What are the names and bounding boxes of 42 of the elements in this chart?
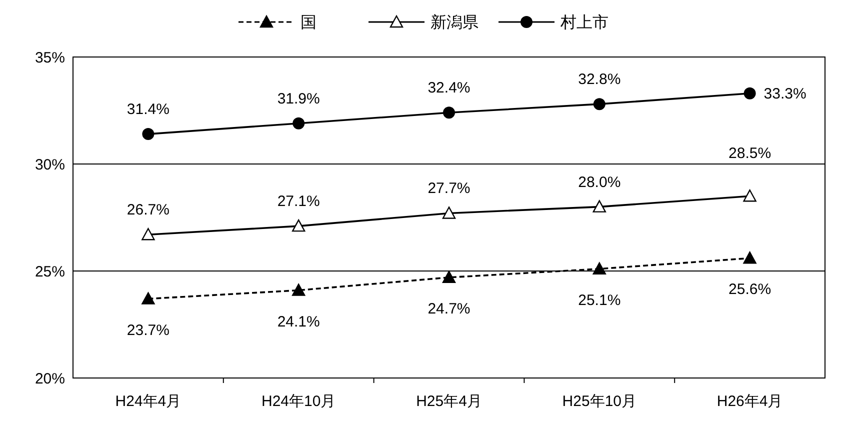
point [142,292,155,304]
data-label: 27.7% [428,180,470,198]
data-label: 28.0% [578,174,621,191]
data-label: 24.7% [428,300,470,318]
legend-label: 村上市 [560,14,608,32]
x-tick-label: H25年4月 [416,393,482,410]
point [443,106,455,119]
y-tick-label: 20% [34,370,65,388]
x-tick-label: H25年10月 [562,393,636,410]
data-label: 33.3% [764,86,806,103]
point [292,117,305,130]
legend-label: 新潟県 [430,14,478,32]
point [592,200,606,212]
data-label: 27.1% [277,193,320,210]
data-label: 31.4% [126,101,170,118]
data-label: 26.7% [126,202,170,219]
point [442,270,456,284]
point [292,219,306,232]
point [744,87,756,100]
point [142,228,155,240]
legend-label: 国 [300,14,316,32]
point [442,206,456,219]
x-tick-label: H26年4月 [716,393,783,410]
y-tick-label: 35% [34,49,65,66]
data-label: 23.7% [126,322,170,339]
data-label: 25.1% [578,292,621,309]
point [292,284,306,296]
point [142,128,154,140]
x-tick-label: H24年4月 [115,393,182,410]
point [743,190,756,202]
y-tick-label: 25% [34,263,65,280]
data-label: 28.5% [728,145,772,162]
x-tick-label: H24年10月 [262,393,336,410]
point [593,98,606,110]
data-label: 32.8% [578,71,621,88]
point [592,262,606,274]
data-label: 32.4% [428,80,470,97]
data-label: 31.9% [277,90,320,108]
data-label: 24.1% [277,313,320,330]
y-tick-label: 30% [34,156,65,174]
data-label: 25.6% [728,281,772,298]
point [743,252,756,264]
